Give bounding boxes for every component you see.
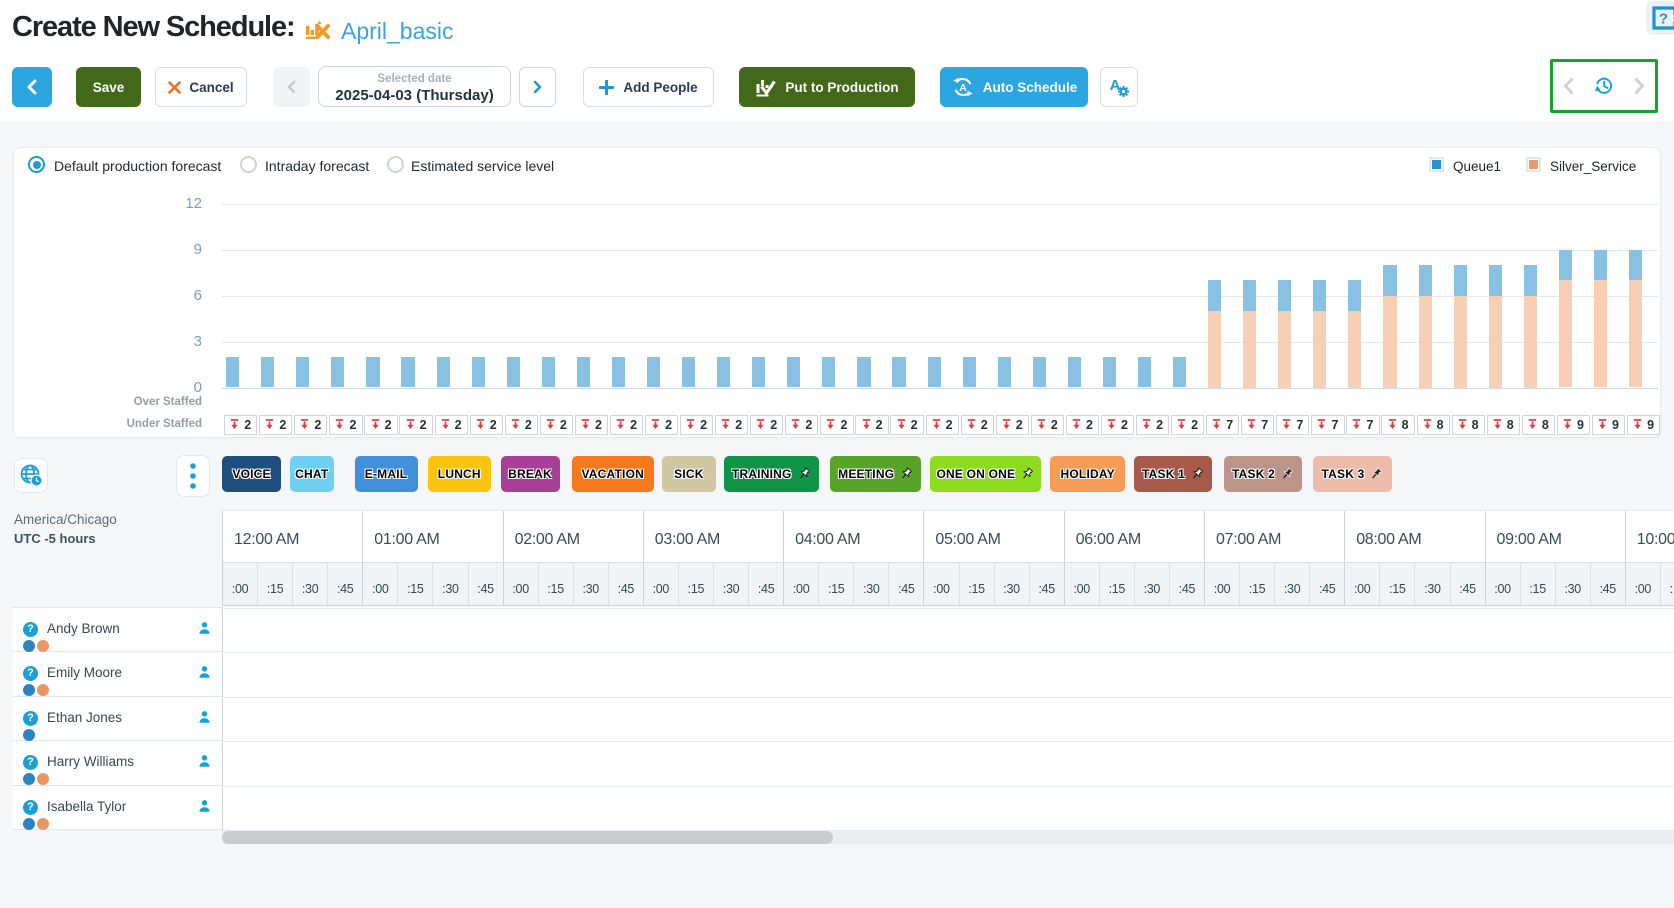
svg-text:A: A [959, 82, 967, 94]
svg-text:A: A [1110, 77, 1121, 94]
svg-text:?: ? [1659, 11, 1668, 28]
